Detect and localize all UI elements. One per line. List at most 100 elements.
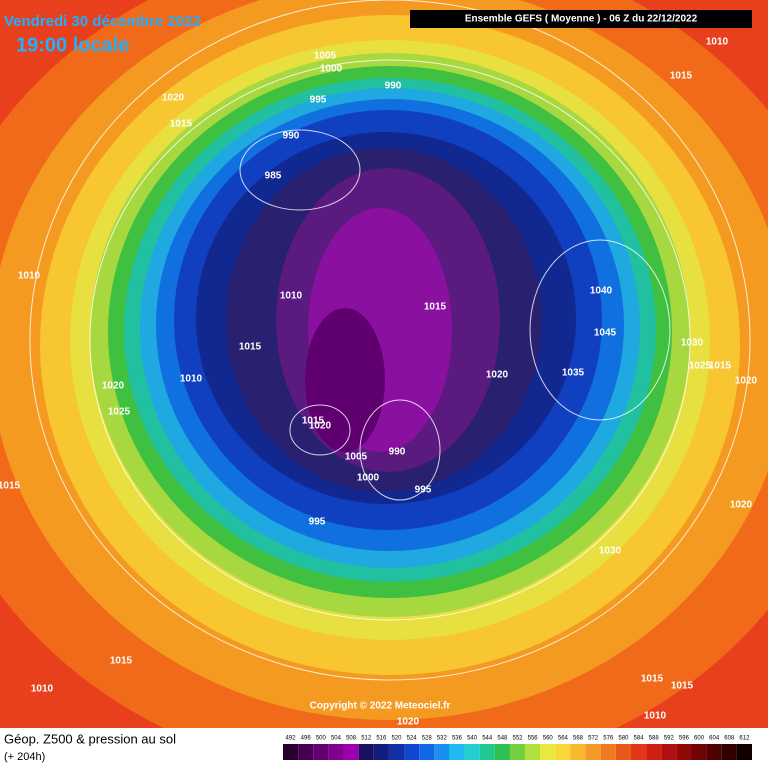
isobar-label: 1035 — [562, 368, 585, 379]
scale-label: 592 — [664, 736, 675, 742]
isobar — [239, 129, 361, 211]
field-band — [305, 308, 385, 452]
scale-swatch — [388, 744, 405, 760]
isobar-label: 1020 — [397, 717, 420, 728]
isobar-label: 1000 — [357, 473, 380, 484]
isobar-label: 1020 — [102, 381, 125, 392]
isobar-label: 1020 — [162, 93, 185, 104]
scale-label: 600 — [694, 736, 705, 742]
color-scale: 492 496 500 504 508 512 516 520 524 528 532 536 540 5… — [283, 736, 752, 760]
isobar-label: 1015 — [709, 361, 732, 372]
scale-label: 572 — [588, 736, 599, 742]
scale-swatch — [585, 744, 601, 760]
scale-swatch — [464, 744, 480, 760]
scale-swatch — [494, 744, 510, 760]
scale-swatch — [298, 744, 314, 760]
model-label: Ensemble GEFS ( Moyenne ) - 06 Z du 22/1… — [465, 14, 698, 25]
scale-swatch — [373, 744, 389, 760]
isobar-label: 1005 — [345, 452, 368, 463]
scale-label: 564 — [558, 736, 569, 742]
scale-swatch — [525, 744, 541, 760]
isobar-label: 995 — [309, 517, 326, 528]
isobar-label: 1045 — [594, 328, 617, 339]
footer-title: Géop. Z500 & pression au sol — [4, 731, 176, 746]
scale-swatch — [434, 744, 450, 760]
scale-label: 556 — [528, 736, 539, 742]
scale-label: 540 — [467, 736, 478, 742]
scale-swatch — [676, 744, 692, 760]
isobar-label: 1015 — [424, 302, 447, 313]
scale-swatch — [419, 744, 435, 760]
scale-label: 608 — [724, 736, 735, 742]
scale-label: 512 — [361, 736, 372, 742]
scale-label: 596 — [679, 736, 690, 742]
scale-label: 548 — [497, 736, 508, 742]
scale-swatch — [615, 744, 631, 760]
isobar-label: 1030 — [681, 338, 704, 349]
scale-label: 528 — [422, 736, 433, 742]
isobar — [359, 399, 441, 501]
isobar-label: 990 — [385, 81, 402, 92]
isobar-label: 1020 — [735, 376, 758, 387]
scale-label: 524 — [407, 736, 418, 742]
isobar-label: 990 — [389, 447, 406, 458]
scale-label: 508 — [346, 736, 357, 742]
scale-label: 516 — [376, 736, 387, 742]
scale-swatch — [721, 744, 737, 760]
isobar-label: 1010 — [31, 684, 54, 695]
isobar-label: 1010 — [180, 374, 203, 385]
isobar-label: 1010 — [644, 711, 667, 722]
isobar-label: 1005 — [314, 51, 337, 62]
isobar — [289, 404, 351, 456]
isobar-label: 985 — [265, 171, 282, 182]
scale-label: 568 — [573, 736, 584, 742]
scale-label: 520 — [391, 736, 402, 742]
scale-swatch — [630, 744, 647, 760]
isobar-label: 1015 — [0, 481, 21, 492]
scale-swatch — [404, 744, 420, 760]
isobar-label: 1015 — [670, 71, 693, 82]
isobar-label: 1025 — [108, 407, 131, 418]
scale-swatch — [343, 744, 359, 760]
scale-label: 604 — [709, 736, 720, 742]
isobar-label: 990 — [283, 131, 300, 142]
isobar-label: 1015 — [110, 656, 133, 667]
scale-label: 560 — [543, 736, 554, 742]
scale-swatch — [661, 744, 677, 760]
scale-label: 532 — [437, 736, 448, 742]
isobar-label: 1010 — [18, 271, 41, 282]
scale-swatch — [736, 744, 752, 760]
scale-swatch — [358, 744, 374, 760]
scale-swatch — [540, 744, 556, 760]
scale-swatch — [449, 744, 465, 760]
scale-label: 544 — [482, 736, 493, 742]
scale-label: 576 — [603, 736, 614, 742]
isobar — [529, 239, 671, 421]
isobar-label: 1015 — [671, 681, 694, 692]
scale-swatch — [313, 744, 329, 760]
date-label: Vendredi 30 décembre 2022 — [4, 13, 201, 30]
scale-swatch — [328, 744, 344, 760]
scale-swatch — [706, 744, 722, 760]
scale-swatch — [691, 744, 707, 760]
scale-label: 580 — [618, 736, 629, 742]
isobar-label: 1025 — [689, 361, 712, 372]
isobar-label: 995 — [310, 95, 327, 106]
scale-swatch — [509, 744, 526, 760]
scale-label: 584 — [634, 736, 645, 742]
isobar-label: 1010 — [280, 291, 303, 302]
scale-label: 500 — [316, 736, 327, 742]
isobar-label: 1015 — [170, 119, 193, 130]
scale-label: 504 — [331, 736, 342, 742]
isobar-label: 1030 — [599, 546, 622, 557]
isobar-label: 1010 — [706, 37, 729, 48]
scale-label: 496 — [301, 736, 312, 742]
scale-swatch — [600, 744, 616, 760]
scale-label: 612 — [739, 736, 750, 742]
scale-label: 492 — [286, 736, 297, 742]
scale-swatch — [283, 744, 299, 760]
isobar-label: 1040 — [590, 286, 613, 297]
model-banner — [410, 10, 752, 28]
